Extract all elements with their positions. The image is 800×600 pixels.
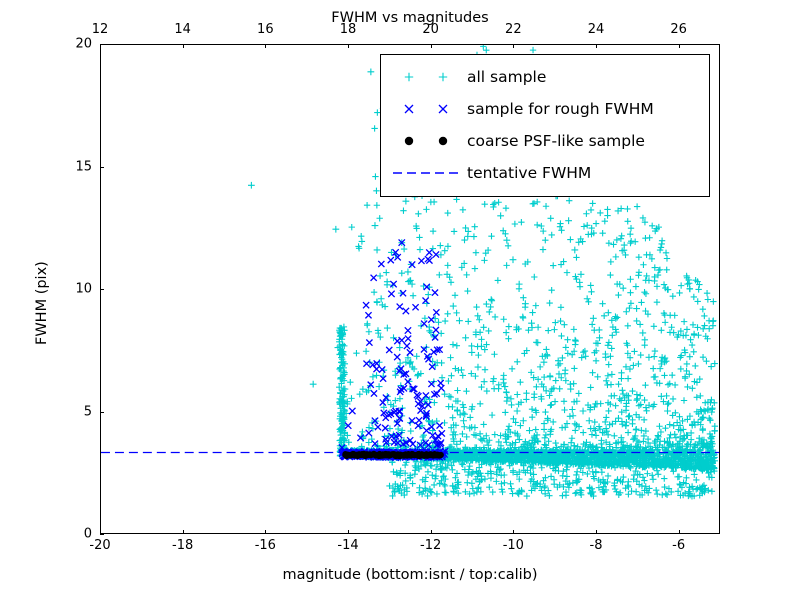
legend-item: all sample [389,61,701,93]
y-tick-mark [100,166,104,168]
x-tick-mark-top [678,44,680,48]
x-tick-bottom: -6 [672,538,686,553]
x-tick-mark-bottom [182,530,184,534]
x-tick-mark-bottom [348,530,349,534]
y-tick: 20 [75,36,92,52]
x-tick-top: 16 [257,22,274,37]
x-axis-label: magnitude (bottom:isnt / top:calib) [282,567,538,583]
y-tick: 0 [83,526,92,542]
series-o [343,451,444,458]
y-tick: 10 [75,281,92,297]
legend: all sample sample for rough FWHM coarse PS… [380,54,710,197]
x-tick-mark-top [265,44,267,48]
x-tick-bottom: -16 [254,538,276,553]
x-tick-mark-bottom [596,530,597,534]
legend-label: sample for rough FWHM [467,100,654,118]
y-tick-mark [100,534,104,535]
legend-item: sample for rough FWHM [389,93,701,125]
scatter-plot [101,45,719,500]
x-tick-mark-bottom [678,530,680,534]
x-tick-bottom: -12 [420,538,442,553]
y-tick: 15 [75,159,92,174]
series-rough-fill [338,249,449,462]
x-tick-top: 14 [174,22,191,37]
legend-label: all sample [467,68,547,86]
x-tick-mark-bottom [430,530,432,534]
x-tick-mark-top [182,44,184,48]
page-title: FWHM vs magnitudes [331,10,489,26]
x-tick-mark-bottom [265,530,267,534]
x-tick-mark-top [513,44,515,48]
x-tick-top: 26 [670,22,687,37]
y-tick-mark [100,289,104,290]
y-tick-mark [100,44,104,45]
legend-label: coarse PSF-like sample [467,132,645,150]
x-tick-mark-bottom [100,530,101,534]
x-tick-top: 22 [505,22,522,37]
series-x [338,238,449,457]
x-tick-top: 24 [587,22,605,37]
x-tick-bottom: -18 [172,538,194,553]
x-tick-bottom: -14 [337,538,359,553]
x-tick-top: 12 [91,22,109,37]
legend-marker-plus-icon [389,64,463,90]
x-tick-top: 20 [422,22,439,37]
y-axis-label-text: FWHM (pix) [34,261,50,345]
x-tick-bottom: -8 [589,538,603,553]
x-tick-mark-top [430,44,432,48]
x-tick-mark-top [596,44,597,48]
y-tick: 5 [83,404,92,419]
x-tick-bottom: -10 [502,538,524,553]
legend-item: coarse PSF-like sample [389,125,701,157]
x-tick-mark-top [100,44,101,48]
x-tick-top: 18 [339,22,357,37]
x-tick-mark-bottom [513,530,515,534]
legend-marker-cross-icon [389,96,463,122]
legend-marker-dashed-line-icon [389,160,463,186]
legend-item: tentative FWHM [389,157,701,189]
legend-marker-dot-icon [389,128,463,154]
x-tick-mark-top [348,44,349,48]
x-tick-bottom: -20 [89,538,111,553]
y-tick-mark [100,411,104,413]
legend-label: tentative FWHM [467,164,592,182]
